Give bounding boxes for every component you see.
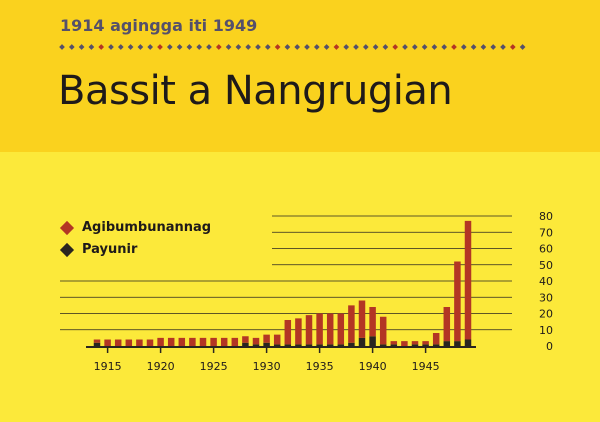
y-tick-label: 70 (539, 226, 553, 239)
bar-agibumbunannag (432, 333, 440, 345)
bar-agibumbunannag (189, 337, 196, 346)
y-tick-label: 40 (539, 275, 553, 288)
bar-agibumbunannag (422, 341, 429, 345)
bar-agibumbunannag (220, 337, 228, 346)
bar-agibumbunannag (411, 341, 419, 345)
x-tick-label: 1930 (253, 360, 281, 373)
bar-agibumbunannag (263, 334, 270, 343)
bar-agibumbunannag (104, 339, 111, 346)
bar-payunir (295, 344, 302, 346)
divider-dot (519, 44, 526, 50)
bar-agibumbunannag (454, 261, 461, 342)
dotted-divider (59, 44, 526, 50)
bar-agibumbunannag (93, 339, 101, 343)
bar-agibumbunannag (199, 337, 207, 346)
bar-payunir (326, 344, 334, 346)
bar-payunir (284, 344, 292, 346)
bar-agibumbunannag (284, 320, 292, 345)
bar-agibumbunannag (295, 318, 302, 345)
bar-payunir (432, 344, 440, 346)
bar-agibumbunannag (464, 220, 472, 340)
bar-agibumbunannag (401, 341, 408, 346)
y-tick-label: 50 (539, 259, 553, 272)
bar-agibumbunannag (390, 341, 398, 345)
legend-item-agibumbunannag: Agibumbunannag (59, 220, 212, 235)
bar-agibumbunannag (167, 337, 175, 346)
bar-agibumbunannag (348, 305, 355, 343)
legend-label: Agibumbunannag (82, 220, 212, 235)
y-tick-label: 20 (539, 308, 553, 321)
bar-agibumbunannag (136, 339, 143, 346)
page-title: Bassit a Nangrugian (58, 68, 453, 114)
bar-agibumbunannag (443, 307, 451, 342)
bar-agibumbunannag (242, 336, 249, 343)
bar-agibumbunannag (125, 339, 133, 346)
y-tick-label: 80 (539, 210, 553, 223)
bar-payunir (358, 337, 366, 346)
x-tick-label: 1945 (412, 360, 440, 373)
x-tick-label: 1940 (359, 360, 387, 373)
y-tick-label: 0 (546, 340, 553, 353)
subtitle: 1914 agingga iti 1949 (60, 16, 258, 35)
bar-payunir (337, 344, 345, 346)
x-tick-label: 1915 (94, 360, 122, 373)
bar-payunir (369, 336, 376, 346)
bar-agibumbunannag (273, 334, 281, 345)
y-tick-label: 30 (539, 291, 553, 304)
bar-agibumbunannag (379, 316, 387, 345)
bar-agibumbunannag (337, 313, 345, 345)
header-band (0, 0, 600, 152)
bar-payunir (242, 342, 249, 346)
bar-agibumbunannag (326, 313, 334, 345)
bar-payunir (443, 341, 451, 346)
legend-item-payunir: Payunir (59, 242, 138, 257)
bar-payunir (93, 342, 101, 346)
bar-payunir (390, 344, 398, 346)
bar-agibumbunannag (316, 313, 323, 345)
bar-payunir (422, 344, 429, 346)
bar-agibumbunannag (146, 339, 154, 346)
bar-agibumbunannag (358, 300, 366, 338)
y-tick-label: 10 (539, 324, 553, 337)
bar-agibumbunannag (369, 307, 376, 337)
bar-payunir (316, 344, 323, 346)
bar-payunir (252, 344, 260, 346)
x-tick-label: 1920 (147, 360, 175, 373)
bar-agibumbunannag (114, 339, 122, 346)
bar-payunir (454, 341, 461, 346)
bar-payunir (348, 342, 355, 346)
legend-label: Payunir (82, 242, 138, 257)
bar-agibumbunannag (231, 337, 239, 346)
bar-agibumbunannag (210, 337, 217, 346)
bar-payunir (379, 344, 387, 346)
bar-payunir (273, 344, 281, 346)
y-tick-label: 60 (539, 243, 553, 256)
bar-agibumbunannag (252, 337, 260, 345)
bar-payunir (411, 344, 419, 346)
bar-payunir (263, 342, 270, 346)
bar-agibumbunannag (178, 337, 186, 346)
bar-agibumbunannag (157, 337, 164, 346)
bar-agibumbunannag (305, 315, 313, 345)
bar-payunir (305, 344, 313, 346)
bar-payunir (464, 339, 472, 346)
x-tick-label: 1925 (200, 360, 228, 373)
x-tick-label: 1935 (306, 360, 334, 373)
